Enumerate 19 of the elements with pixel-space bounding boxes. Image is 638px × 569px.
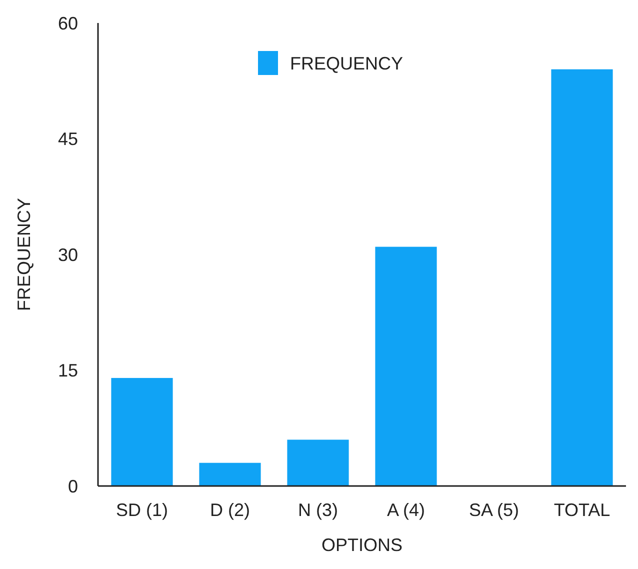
x-tick-label: SD (1)	[116, 500, 168, 520]
x-axis-title: OPTIONS	[321, 535, 403, 555]
y-tick-label: 15	[58, 360, 78, 381]
y-tick-label: 60	[58, 13, 78, 34]
x-tick-label: D (2)	[210, 500, 250, 520]
x-tick-label: TOTAL	[554, 500, 610, 520]
y-axis-title: FREQUENCY	[14, 198, 34, 312]
x-tick-label: SA (5)	[468, 500, 520, 520]
y-tick-label: 45	[58, 129, 78, 150]
bar	[551, 69, 613, 486]
bar	[287, 440, 349, 486]
x-tick-label: A (4)	[386, 500, 426, 520]
bar	[375, 246, 437, 486]
bar	[111, 378, 173, 486]
y-tick-label: 30	[58, 244, 78, 265]
y-tick-label: 0	[68, 476, 78, 496]
x-tick-label: N (3)	[298, 500, 338, 520]
bar	[199, 462, 261, 486]
legend-label: FREQUENCY	[290, 53, 404, 74]
